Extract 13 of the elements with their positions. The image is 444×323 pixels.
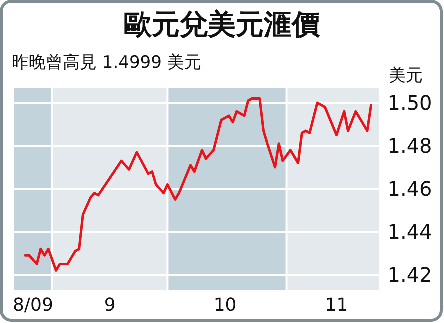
chart-subtitle: 昨晚曾高見 1.4999 美元 bbox=[12, 53, 202, 73]
y-tick-label: 1.50 bbox=[388, 91, 432, 116]
y-tick-label: 1.42 bbox=[388, 262, 432, 287]
x-tick-label: 9 bbox=[104, 295, 116, 316]
x-tick-label: 8/09 bbox=[13, 295, 54, 316]
y-axis-title: 美元 bbox=[389, 66, 423, 86]
line-series bbox=[24, 97, 373, 272]
x-tick-label: 11 bbox=[325, 295, 348, 316]
x-tick-label: 10 bbox=[214, 295, 237, 316]
y-tick-label: 1.46 bbox=[388, 177, 432, 201]
y-tick-label: 1.44 bbox=[388, 220, 432, 244]
chart-title: 歐元兌美元滙價 bbox=[124, 8, 321, 41]
y-tick-label: 1.48 bbox=[388, 134, 432, 158]
